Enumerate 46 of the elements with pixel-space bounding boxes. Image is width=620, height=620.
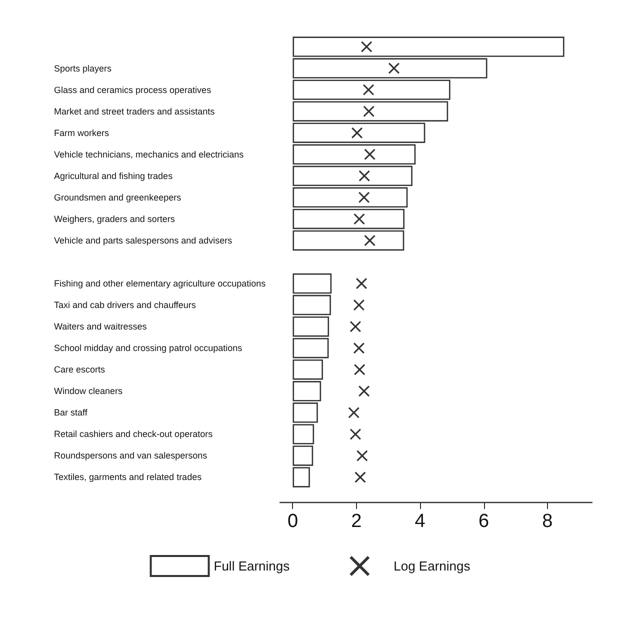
point (363, 106, 374, 117)
point (358, 386, 370, 397)
point (352, 127, 363, 138)
y-tick-label: Vehicle and parts salespersons and advisers (54, 235, 233, 246)
point (358, 170, 370, 182)
y-tick-label: Agricultural and fishing trades (54, 170, 174, 181)
point (354, 213, 365, 224)
x-tick-label: 8 (542, 511, 553, 532)
y-tick-label: Farm workers (54, 128, 110, 138)
x-tick-label: 2 (351, 511, 362, 532)
point (363, 84, 374, 96)
x-tick-label: 6 (478, 511, 490, 532)
point (356, 278, 367, 290)
point (353, 300, 364, 311)
y-tick-label: Groundsmen and greenkeepers (54, 192, 182, 202)
point (364, 234, 376, 246)
legend-label: Full Earnings (214, 558, 290, 574)
x-tick-label: 0 (287, 511, 298, 532)
point (356, 450, 368, 462)
point (358, 192, 370, 203)
y-tick-label: Vehicle technicians, mechanics and electricians (54, 149, 244, 160)
point (364, 148, 376, 160)
point (350, 428, 361, 440)
point (354, 472, 366, 483)
y-tick-label: School midday and crossing patrol occupations (54, 343, 243, 354)
y-tick-label: Market and street traders and assistants (54, 106, 216, 116)
y-tick-label: Textiles, garments and related trades (54, 472, 202, 482)
y-tick-label: Sports players (54, 63, 112, 74)
point (388, 62, 400, 74)
y-tick-label: Weighers, graders and sorters (54, 214, 176, 224)
point (348, 407, 360, 418)
point (350, 321, 361, 332)
y-tick-label: Window cleaners (54, 386, 124, 396)
x-tick-label: 4 (414, 511, 426, 532)
point (354, 364, 366, 376)
y-tick-label: Retail cashiers and check-out operators (54, 429, 214, 440)
point (361, 41, 372, 52)
y-tick-label: Care escorts (54, 364, 106, 375)
y-tick-label: Taxi and cab drivers and chauffeurs (54, 300, 196, 310)
y-tick-label: Glass and ceramics process operatives (54, 84, 212, 95)
y-tick-label: Roundspersons and van salespersons (54, 450, 208, 461)
y-tick-label: Waiters and waitresses (54, 322, 148, 332)
point (353, 342, 364, 354)
legend-label: Log Earnings (394, 558, 471, 574)
y-tick-label: Bar staff (54, 408, 88, 418)
y-tick-label: Fishing and other elementary agriculture occupations (54, 278, 266, 289)
